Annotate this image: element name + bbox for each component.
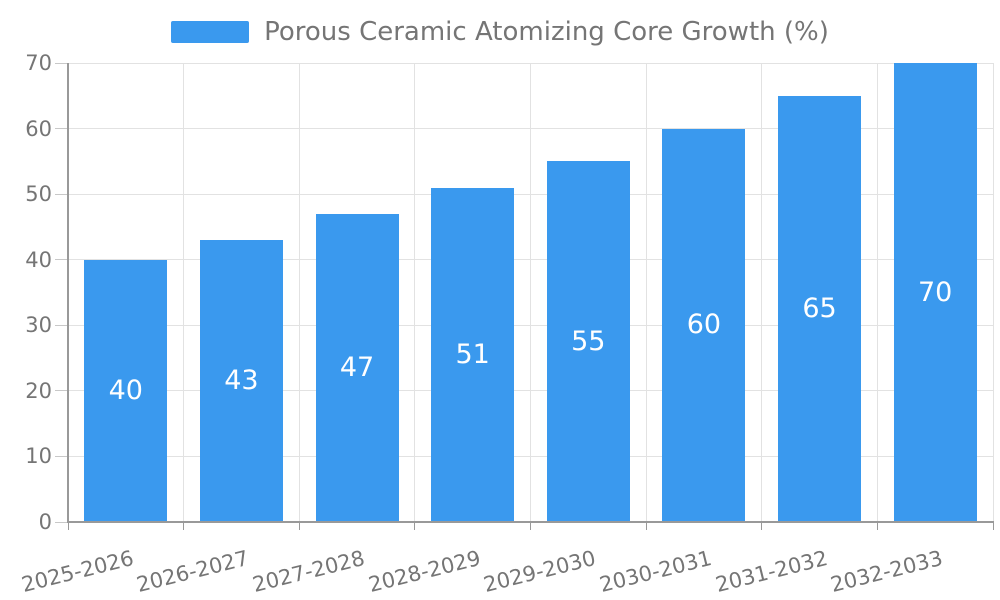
bar-value-label: 51 xyxy=(455,338,490,370)
y-tick xyxy=(55,324,68,326)
bar[interactable] xyxy=(315,213,399,522)
y-tick xyxy=(55,128,68,130)
x-tick xyxy=(992,522,994,530)
x-tick xyxy=(414,522,416,530)
v-gridline xyxy=(183,63,185,522)
x-tick xyxy=(876,522,878,530)
y-tick-label: 60 xyxy=(25,116,52,141)
bar-value-label: 60 xyxy=(686,309,722,341)
x-tick xyxy=(183,522,185,530)
bar-value-label: 70 xyxy=(918,276,953,308)
v-gridline xyxy=(298,63,300,522)
bar-value-label: 43 xyxy=(224,365,259,397)
bar[interactable] xyxy=(893,63,977,522)
y-tick-label: 40 xyxy=(25,247,52,272)
y-axis-line xyxy=(67,63,69,522)
x-axis-line xyxy=(67,521,994,523)
y-tick-label: 50 xyxy=(25,182,52,207)
y-tick-label: 70 xyxy=(25,51,52,75)
bar[interactable] xyxy=(778,95,862,522)
y-tick xyxy=(55,259,68,261)
y-tick-label: 0 xyxy=(38,510,52,534)
v-gridline xyxy=(414,63,416,522)
x-tick xyxy=(530,522,531,530)
bar[interactable] xyxy=(662,128,746,522)
x-tick xyxy=(298,522,300,530)
v-gridline xyxy=(992,63,994,522)
y-tick xyxy=(55,62,68,64)
legend-label: Porous Ceramic Atomizing Core Growth (%) xyxy=(264,17,829,47)
x-tick xyxy=(67,522,69,530)
x-tick xyxy=(645,522,647,530)
x-tick xyxy=(761,522,763,530)
y-tick-label: 20 xyxy=(25,378,52,403)
bar-value-label: 47 xyxy=(339,351,375,383)
bar[interactable] xyxy=(84,259,168,522)
bar[interactable] xyxy=(431,187,515,522)
y-tick xyxy=(55,193,68,195)
y-tick xyxy=(55,455,68,457)
v-gridline xyxy=(876,63,878,522)
bar[interactable] xyxy=(199,240,283,522)
y-tick-label: 30 xyxy=(25,313,52,338)
bar[interactable] xyxy=(546,161,630,522)
y-tick xyxy=(55,390,68,392)
v-gridline xyxy=(530,63,531,522)
y-tick xyxy=(55,521,68,523)
v-gridline xyxy=(761,63,763,522)
bar-value-label: 65 xyxy=(802,292,837,324)
legend-item[interactable]: Porous Ceramic Atomizing Core Growth (%) xyxy=(0,19,1000,45)
bar-value-label: 40 xyxy=(108,374,143,406)
v-gridline xyxy=(645,63,647,522)
bar-value-label: 55 xyxy=(571,325,606,357)
legend-swatch xyxy=(171,21,250,43)
y-tick-label: 10 xyxy=(25,444,52,469)
